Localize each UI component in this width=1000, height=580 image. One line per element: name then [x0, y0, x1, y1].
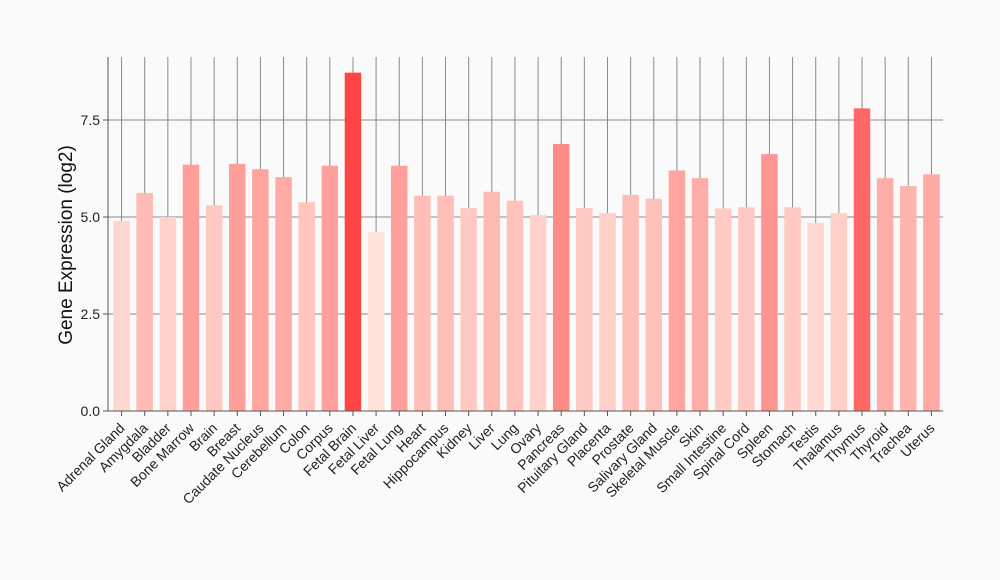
bar: [229, 163, 246, 411]
bar: [252, 169, 269, 411]
bar: [113, 220, 130, 411]
bar: [506, 200, 524, 411]
bar: [205, 205, 223, 411]
bar: [738, 207, 755, 411]
bar: [923, 174, 940, 411]
bar: [275, 177, 292, 411]
y-tick-label: 2.5: [81, 306, 101, 322]
bar: [552, 144, 570, 411]
bar: [807, 222, 824, 411]
bar: [576, 208, 593, 411]
bar: [182, 164, 200, 411]
bar: [784, 207, 801, 411]
bar: [159, 217, 177, 411]
bar: [622, 194, 639, 411]
bar: [390, 165, 408, 411]
y-axis-title: Gene Expression (log2): [56, 145, 77, 345]
bar: [599, 213, 616, 411]
bar: [645, 198, 663, 411]
y-tick-label: 0.0: [81, 403, 101, 419]
bar: [876, 178, 894, 411]
bar: [668, 170, 686, 411]
bar: [344, 72, 362, 411]
y-tick-label: 7.5: [81, 112, 101, 128]
y-tick-label: 5.0: [81, 209, 101, 225]
bar: [853, 108, 871, 412]
bar: [900, 185, 917, 411]
bar: [691, 178, 709, 411]
bar: [714, 208, 732, 411]
bar: [529, 215, 547, 411]
bar: [460, 208, 477, 411]
bar: [321, 165, 339, 411]
bar: [367, 231, 385, 411]
bar: [414, 195, 431, 411]
bar: [483, 191, 501, 411]
bar: [437, 195, 454, 411]
bar: [761, 154, 778, 411]
y-axis: 0.0 2.5 5.0 7.5: [81, 57, 109, 419]
bars: [113, 72, 940, 412]
bar: [136, 192, 153, 411]
bar: [830, 213, 848, 411]
bar: [298, 202, 315, 411]
